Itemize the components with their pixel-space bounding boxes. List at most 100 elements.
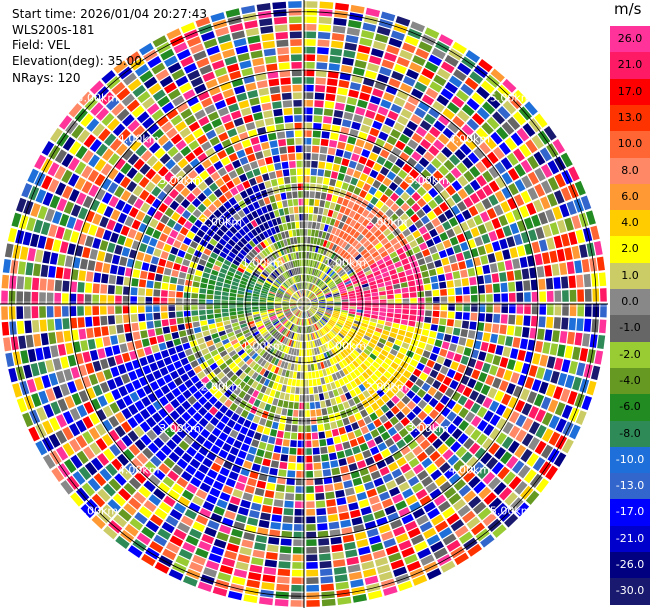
velocity-gate (440, 311, 448, 318)
velocity-gate (309, 260, 313, 267)
velocity-gate (301, 251, 304, 259)
velocity-gate (160, 305, 168, 312)
velocity-gate (332, 327, 339, 334)
velocity-gate (149, 336, 158, 346)
velocity-gate (76, 404, 88, 418)
velocity-gate (198, 214, 208, 223)
velocity-gate (455, 295, 463, 303)
velocity-gate (284, 500, 294, 508)
velocity-gate (258, 252, 266, 259)
velocity-gate (432, 100, 445, 113)
velocity-gate (423, 501, 436, 513)
velocity-gate (231, 281, 239, 287)
velocity-gate (284, 311, 291, 315)
velocity-gate (318, 161, 326, 169)
velocity-gate (235, 270, 243, 277)
velocity-gate (180, 108, 193, 120)
velocity-gate (547, 160, 560, 175)
velocity-gate (206, 340, 214, 347)
velocity-gate (148, 474, 161, 487)
velocity-gate (283, 282, 289, 288)
velocity-gate (389, 332, 397, 339)
velocity-gate (279, 286, 286, 292)
velocity-gate (208, 214, 218, 223)
velocity-gate (134, 439, 146, 451)
velocity-gate (434, 339, 443, 348)
velocity-gate (216, 229, 225, 238)
velocity-gate (324, 334, 331, 342)
velocity-gate (398, 428, 409, 438)
velocity-gate (417, 547, 432, 559)
velocity-gate (294, 333, 298, 341)
velocity-gate (293, 294, 299, 299)
velocity-gate (154, 320, 162, 328)
velocity-gate (181, 411, 192, 422)
velocity-gate (269, 86, 281, 94)
velocity-gate (308, 252, 312, 259)
velocity-gate (324, 290, 331, 295)
colorbar-tick-label: 26.0 (617, 32, 643, 45)
velocity-gate (315, 409, 322, 417)
velocity-gate (222, 247, 230, 255)
velocity-gate (224, 279, 232, 285)
velocity-gate (495, 404, 507, 416)
velocity-gate (292, 332, 297, 340)
velocity-gate (326, 296, 333, 300)
velocity-gate (400, 319, 408, 326)
velocity-gate (439, 189, 450, 201)
velocity-gate (172, 152, 184, 163)
velocity-gate (419, 372, 429, 382)
velocity-gate (380, 237, 389, 246)
velocity-gate (539, 291, 547, 303)
velocity-gate (401, 287, 409, 293)
velocity-gate (201, 97, 213, 108)
velocity-gate (396, 456, 407, 467)
velocity-gate (230, 374, 238, 383)
velocity-gate (75, 419, 87, 433)
velocity-gate (70, 204, 82, 217)
velocity-gate (262, 317, 270, 323)
velocity-gate (428, 54, 443, 66)
velocity-gate (394, 261, 402, 268)
velocity-gate (261, 33, 275, 42)
velocity-gate (228, 535, 242, 546)
velocity-gate (225, 478, 236, 488)
velocity-gate (282, 200, 288, 208)
velocity-gate (162, 225, 172, 235)
velocity-gate (151, 186, 162, 197)
velocity-gate (311, 145, 320, 153)
velocity-gate (339, 205, 347, 214)
velocity-gate (296, 275, 300, 282)
velocity-gate (480, 211, 490, 223)
velocity-gate (254, 256, 261, 264)
velocity-gate (293, 276, 297, 283)
colorbar-tick-label: -26.0 (615, 558, 645, 571)
velocity-gate (162, 140, 174, 152)
velocity-gate (79, 258, 89, 270)
velocity-gate (274, 225, 280, 234)
velocity-gate (160, 349, 170, 359)
velocity-gate (355, 106, 366, 116)
velocity-gate (330, 132, 339, 141)
velocity-gate (376, 398, 385, 408)
velocity-gate (371, 334, 380, 341)
colorbar-swatch (610, 26, 650, 53)
velocity-gate (354, 377, 362, 386)
velocity-gate (240, 352, 248, 360)
velocity-gate (462, 157, 474, 169)
velocity-gate (290, 432, 298, 440)
velocity-gate (489, 414, 501, 427)
velocity-gate (123, 314, 131, 323)
velocity-gate (233, 117, 244, 127)
velocity-gate (542, 342, 551, 354)
velocity-gate (84, 305, 92, 316)
velocity-gate (473, 147, 486, 160)
velocity-gate (425, 463, 438, 475)
velocity-gate (476, 322, 485, 331)
velocity-gate (75, 192, 87, 206)
velocity-gate (577, 289, 585, 302)
velocity-gate (131, 278, 139, 287)
velocity-gate (409, 62, 423, 73)
velocity-gate (207, 256, 216, 264)
velocity-gate (343, 324, 351, 330)
